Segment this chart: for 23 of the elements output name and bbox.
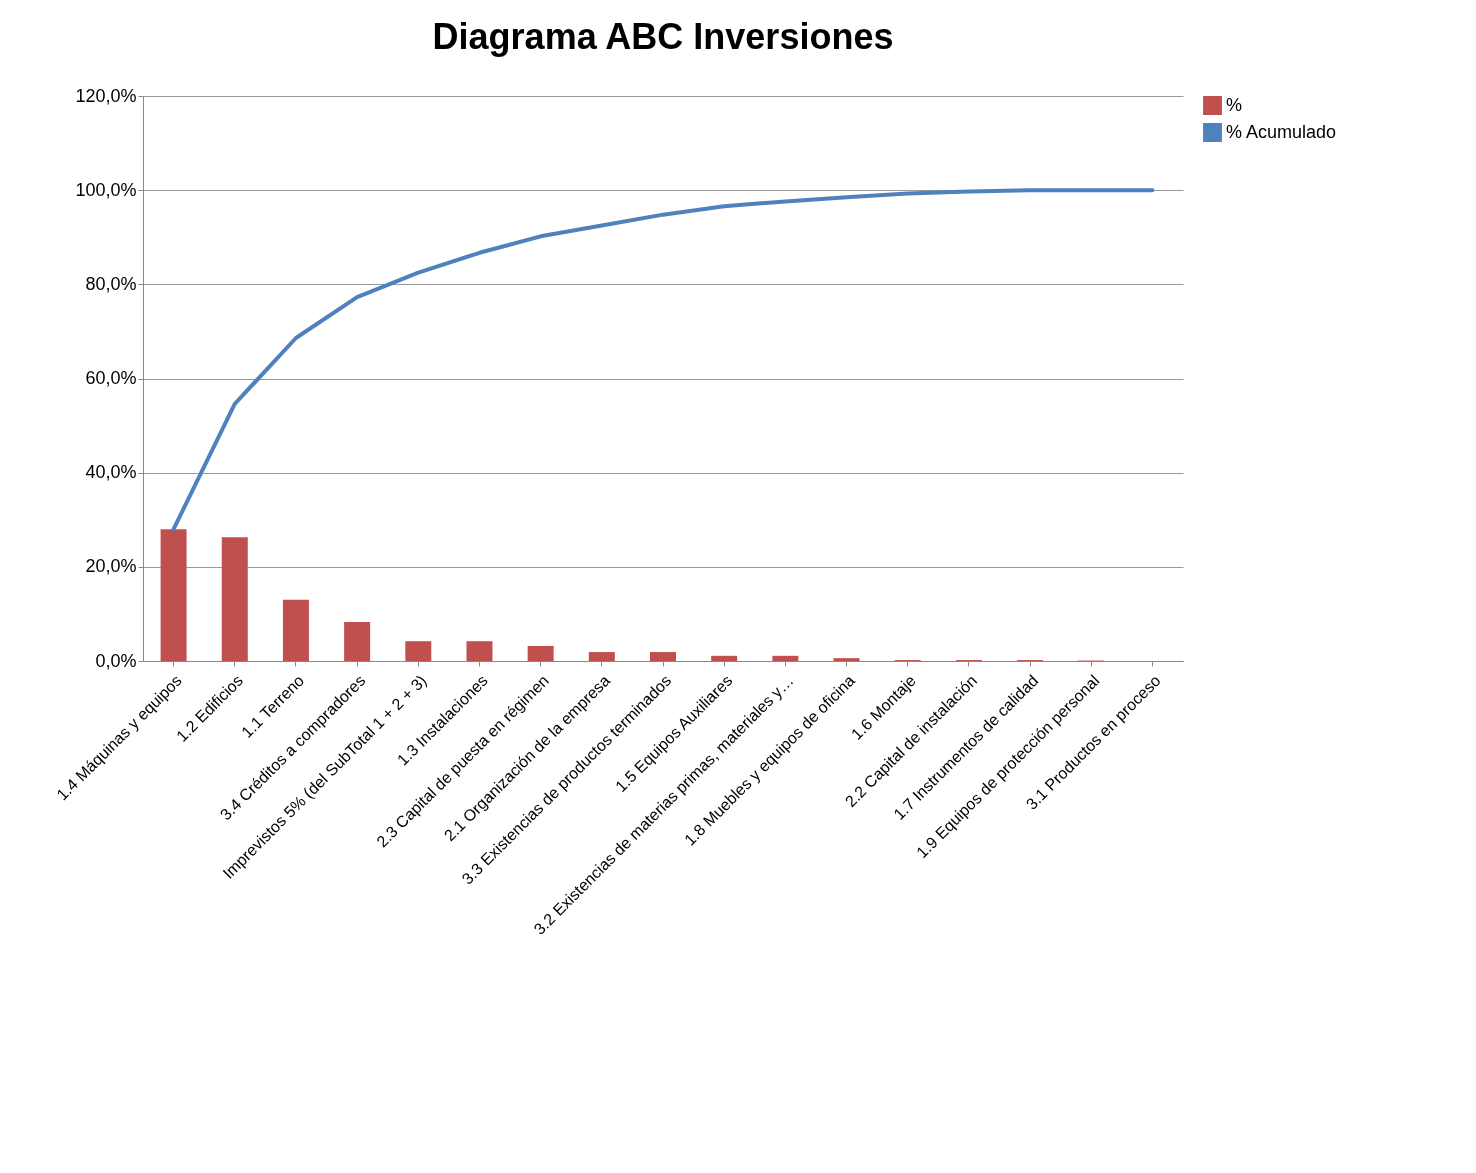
bar xyxy=(221,537,248,661)
legend-label: % Acumulado xyxy=(1226,121,1337,142)
bar xyxy=(466,641,493,661)
bar xyxy=(160,529,187,661)
y-tick-label: 120,0% xyxy=(75,85,137,106)
bar xyxy=(650,652,676,661)
bar xyxy=(282,599,309,661)
bar xyxy=(405,641,432,661)
bar xyxy=(527,645,554,661)
y-tick-label: 40,0% xyxy=(85,462,137,483)
bar xyxy=(772,655,799,661)
bar xyxy=(588,652,615,661)
y-tick-label: 0,0% xyxy=(95,650,137,671)
y-tick-label: 100,0% xyxy=(75,179,137,200)
bar xyxy=(711,655,738,661)
y-tick-label: 60,0% xyxy=(85,368,137,388)
y-tick-label: 80,0% xyxy=(85,273,137,294)
y-tick-label: 20,0% xyxy=(85,556,137,577)
line-series xyxy=(171,188,1155,532)
chart-title: Diagrama ABC Inversiones xyxy=(432,16,894,57)
legend-label: % xyxy=(1226,94,1243,115)
bar xyxy=(344,621,371,661)
bar xyxy=(833,658,860,661)
